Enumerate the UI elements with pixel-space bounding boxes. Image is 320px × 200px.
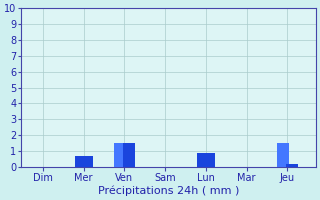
Bar <box>75 156 93 167</box>
Bar <box>286 164 298 167</box>
X-axis label: Précipitations 24h ( mm ): Précipitations 24h ( mm ) <box>98 185 239 196</box>
Bar <box>277 143 289 167</box>
Bar <box>197 153 215 167</box>
Bar <box>123 143 135 167</box>
Bar <box>114 143 126 167</box>
